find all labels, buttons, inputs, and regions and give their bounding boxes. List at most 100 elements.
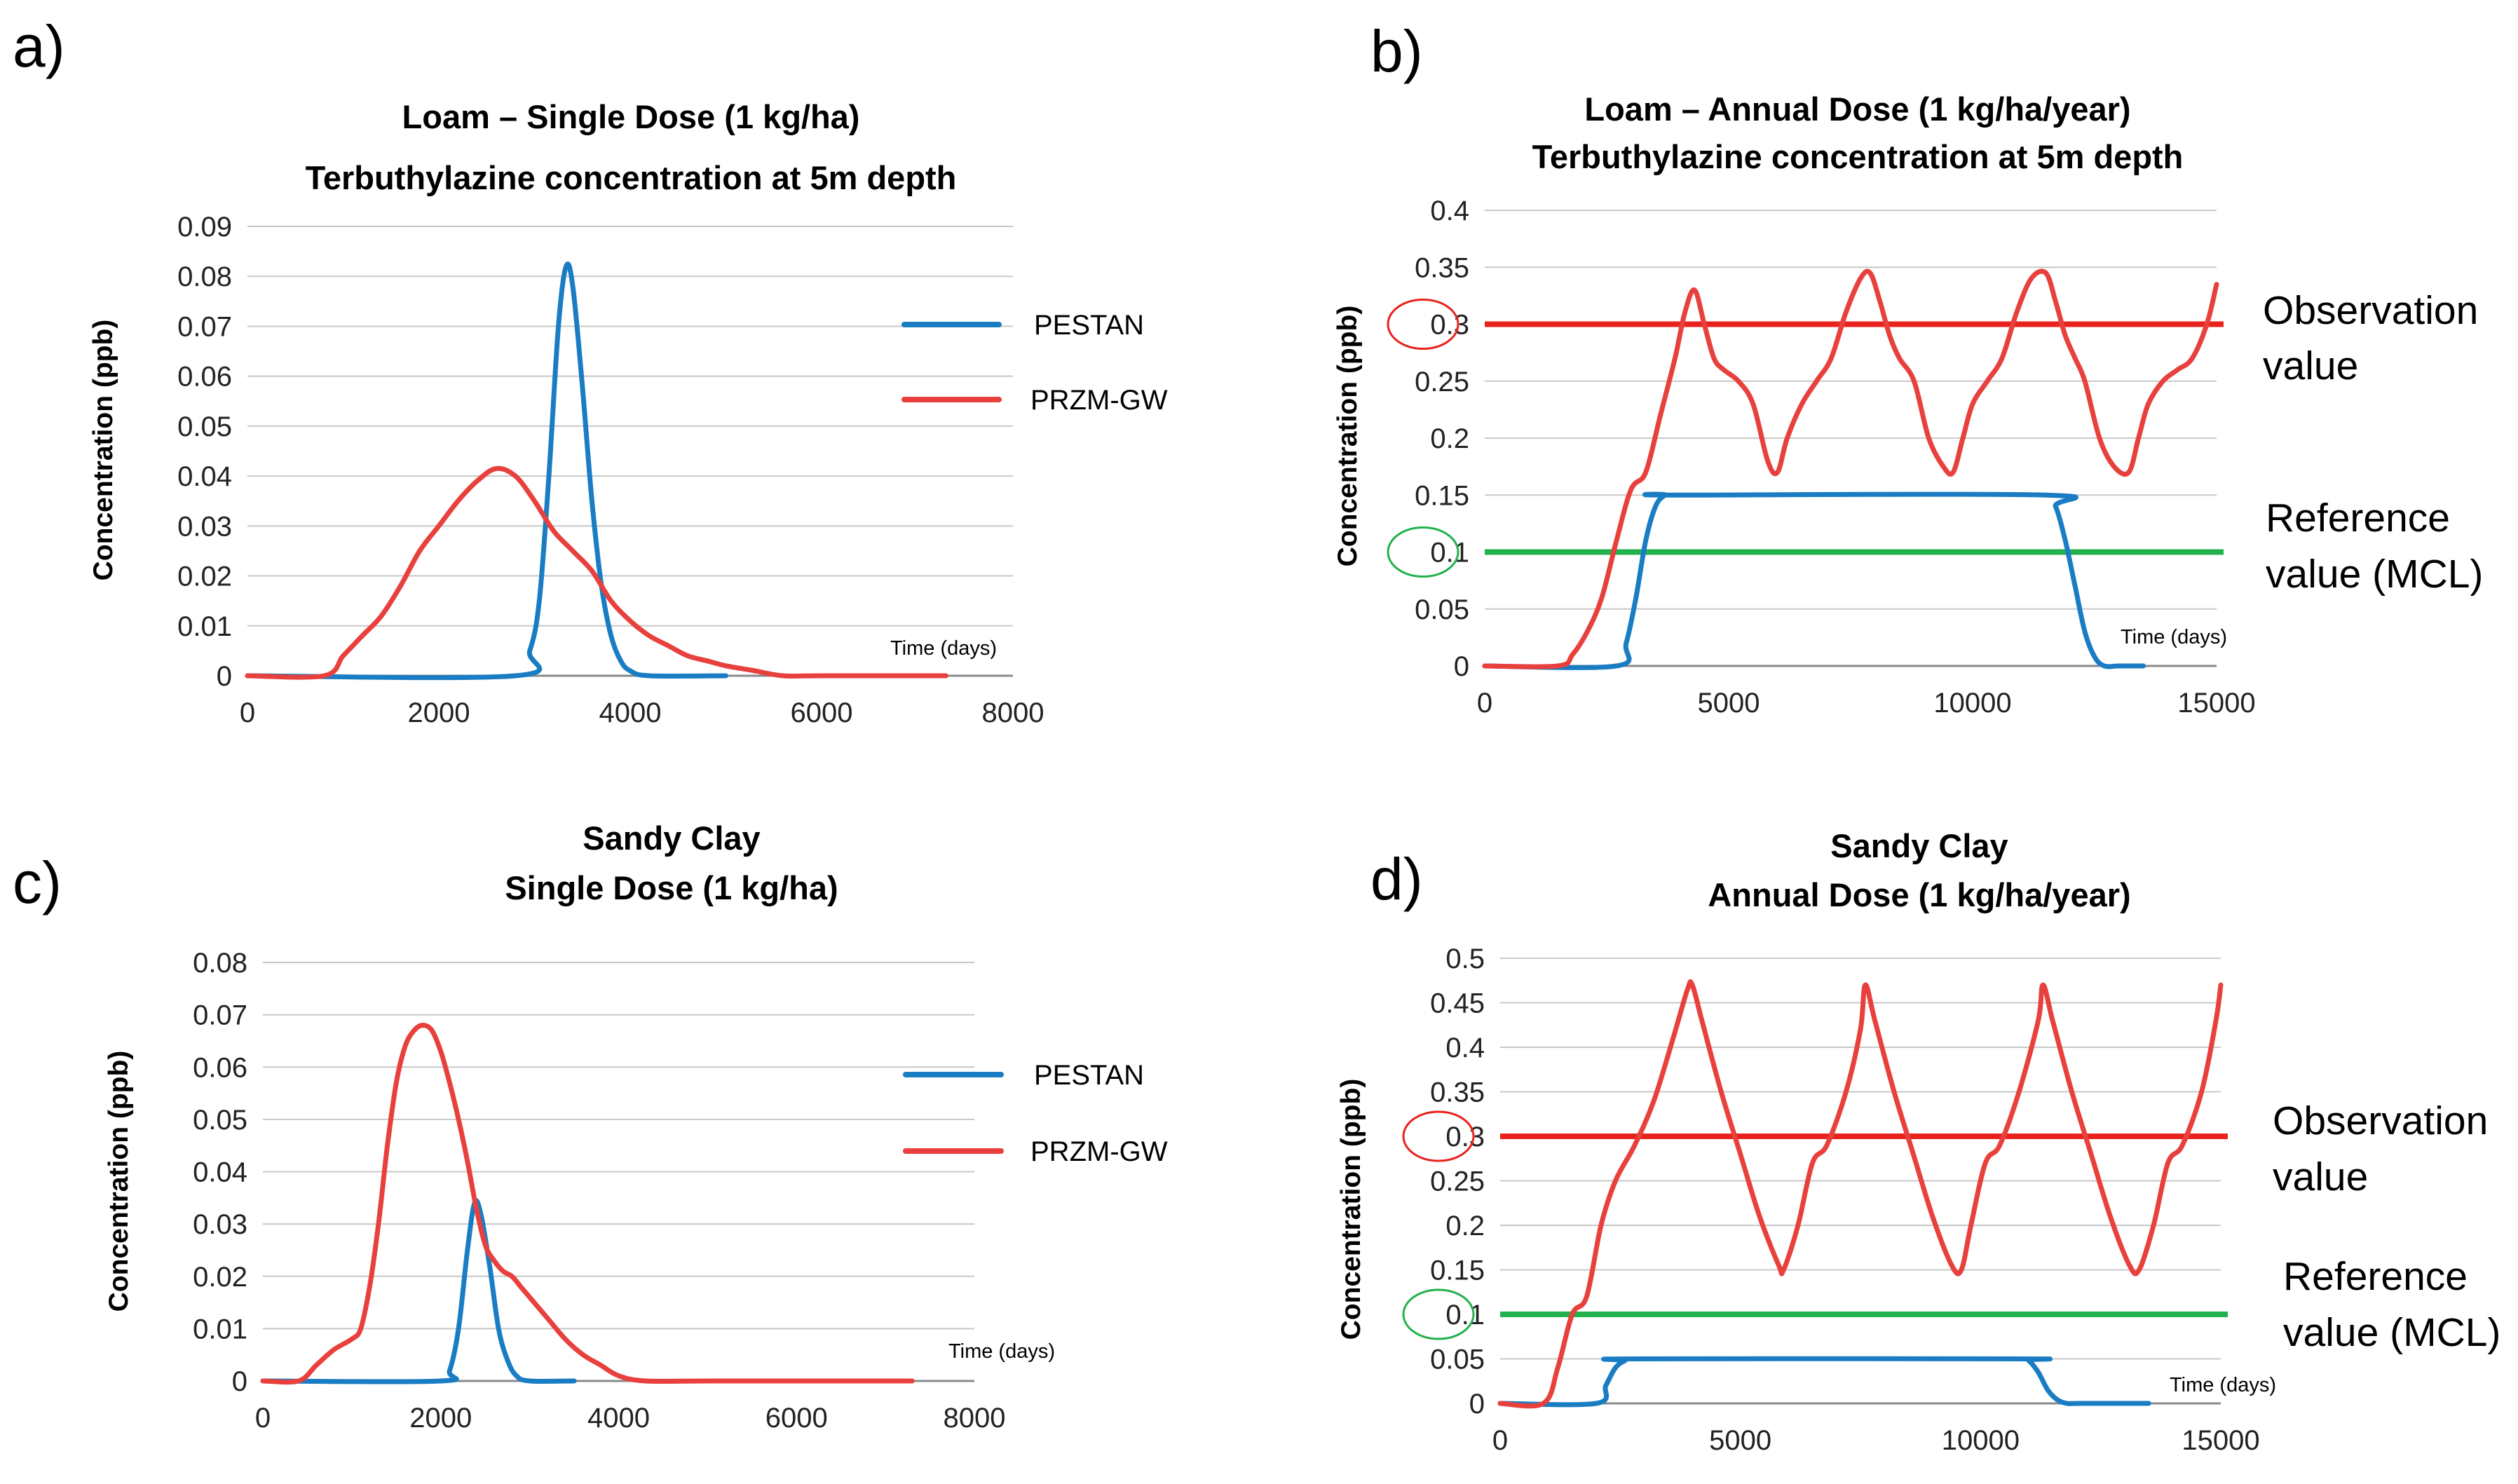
y-tick-label: 0.05 [193,1105,247,1136]
y-tick-label: 0.06 [193,1052,247,1083]
legend: PESTAN PRZM-GW [903,1060,1168,1167]
chart-title-line2: Single Dose (1 kg/ha) [505,869,838,906]
x-tick-label: 2000 [409,1403,472,1434]
x-tick-label: 4000 [587,1403,650,1434]
series-lines [1497,979,2224,1409]
x-tick-label: 10000 [1933,688,2011,719]
legend: PESTAN PRZM-GW [901,310,1168,416]
chart-title-line2: Terbuthylazine concentration at 5m depth [1532,138,2184,175]
y-tick-label: 0.06 [177,362,232,393]
legend-label-przm: PRZM-GW [1030,1136,1168,1167]
x-tick-label: 8000 [944,1403,1006,1434]
y-tick-label: 0.09 [177,212,232,243]
series-line-pestan [245,261,728,681]
chart-title-line2: Annual Dose (1 kg/ha/year) [1708,876,2130,913]
panel-a: a) Loam – Single Dose (1 kg/ha) Terbuthy… [13,13,1168,728]
x-tick-label: 0 [1477,688,1492,719]
y-tick-labels: 0 0.01 0.02 0.03 0.04 0.05 0.06 0.07 0.08 0.09 [177,212,232,692]
x-tick-labels: 0 5000 10000 15000 [1492,1425,2260,1456]
y-tick-label: 0.45 [1430,988,1485,1019]
y-tick-label: 0.03 [177,511,232,542]
y-tick-label: 0.01 [177,611,232,642]
reference-label-line2: value (MCL) [2266,552,2483,597]
panel-label: d) [1370,846,1423,912]
y-tick-label: 0.02 [193,1262,247,1293]
y-tick-label: 0.05 [177,411,232,442]
x-tick-label: 6000 [791,697,853,728]
chart-title-line1: Sandy Clay [1830,827,2008,864]
reference-label-line2: value (MCL) [2283,1310,2500,1355]
y-tick-label: 0 [217,661,232,692]
y-tick-label: 0.25 [1415,367,1469,397]
x-tick-labels: 0 2000 4000 6000 8000 [240,697,1044,728]
y-tick-label: 0.01 [193,1314,247,1345]
series-line-przm-gw [245,465,948,680]
y-tick-label: 0.15 [1430,1255,1485,1286]
highlight-circle [1387,299,1459,350]
gridlines [1485,210,2217,667]
y-tick-labels: 0 0.05 0.1 0.15 0.2 0.25 0.3 0.35 0.4 [1415,196,1469,682]
y-tick-label: 0.04 [177,461,232,492]
x-tick-labels: 0 2000 4000 6000 8000 [255,1403,1006,1434]
panel-b: b) Loam – Annual Dose (1 kg/ha/year) Ter… [1333,18,2483,719]
reference-lines [1387,299,2224,578]
series-lines [1482,268,2219,670]
reference-annotations: Observation value Reference value (MCL) [2263,288,2483,597]
series-line-przm-gw [1482,268,2219,669]
y-axis-label: Concentration (ppb) [88,320,118,581]
series-line-przm-gw [260,1023,915,1385]
y-axis-label: Concentration (ppb) [1333,306,1363,567]
chart-title-line2: Terbuthylazine concentration at 5m depth [306,159,957,196]
legend-label-przm: PRZM-GW [1030,385,1168,416]
y-tick-label: 0.2 [1430,423,1469,454]
observation-label-line2: value [2263,343,2358,388]
y-tick-label: 0.02 [177,561,232,592]
x-tick-label: 6000 [765,1403,828,1434]
series-lines [245,261,948,681]
x-axis-label: Time (days) [2121,626,2227,648]
chart-title-line1: Loam – Annual Dose (1 kg/ha/year) [1584,90,2130,128]
panel-label: c) [13,850,62,915]
highlight-circle [1402,1110,1475,1162]
y-tick-label: 0.2 [1445,1211,1485,1241]
y-tick-label: 0.1 [1445,1300,1485,1330]
series-line-pestan [1497,1356,2151,1408]
y-tick-label: 0.5 [1445,944,1485,974]
y-tick-label: 0 [232,1366,247,1397]
y-tick-label: 0.4 [1430,196,1469,226]
y-tick-label: 0.03 [193,1209,247,1240]
y-tick-label: 0.15 [1415,480,1469,511]
y-tick-label: 0 [1454,651,1469,682]
y-axis-label: Concentration (ppb) [1336,1079,1366,1340]
y-tick-label: 0.3 [1430,310,1469,341]
reference-annotations: Observation value Reference value (MCL) [2273,1098,2500,1355]
legend-label-pestan: PESTAN [1034,1060,1144,1091]
y-tick-label: 0.3 [1445,1122,1485,1152]
y-tick-label: 0.04 [193,1157,247,1188]
y-axis-label: Concentration (ppb) [104,1051,134,1312]
y-tick-label: 0 [1469,1389,1485,1420]
panel-c: c) Sandy Clay Single Dose (1 kg/ha) 0 0.0… [13,819,1168,1434]
x-tick-labels: 0 5000 10000 15000 [1477,688,2256,719]
y-tick-label: 0.35 [1430,1077,1485,1108]
x-tick-label: 10000 [1942,1425,2020,1456]
y-tick-label: 0.05 [1430,1345,1485,1375]
panel-d: d) Sandy Clay Annual Dose (1 kg/ha/year)… [1336,827,2500,1456]
reference-label-line1: Reference [2266,496,2450,540]
y-tick-label: 0.4 [1445,1033,1485,1063]
x-tick-label: 0 [1492,1425,1508,1456]
panel-label: b) [1370,18,1423,84]
highlight-circle [1387,526,1459,578]
x-axis-label: Time (days) [2170,1374,2276,1396]
observation-label-line1: Observation [2263,288,2478,333]
x-axis-label: Time (days) [948,1340,1055,1363]
x-tick-label: 2000 [408,697,470,728]
y-tick-labels: 0 0.01 0.02 0.03 0.04 0.05 0.06 0.07 0.08 [193,948,247,1397]
y-tick-label: 0.05 [1415,594,1469,625]
reference-lines [1402,1110,2228,1340]
y-tick-labels: 0 0.05 0.1 0.15 0.2 0.25 0.3 0.35 0.4 0.45 0.5 [1430,944,1485,1420]
series-line-pestan [1482,491,2146,670]
x-axis-label: Time (days) [890,637,997,660]
y-tick-label: 0.07 [177,311,232,342]
